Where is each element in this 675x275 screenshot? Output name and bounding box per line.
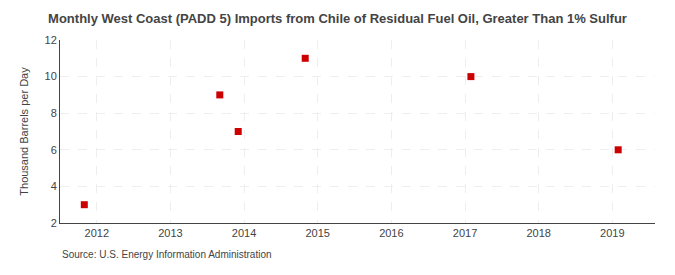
svg-text:2015: 2015 <box>305 227 329 239</box>
svg-text:6: 6 <box>51 144 57 156</box>
svg-text:2019: 2019 <box>600 227 624 239</box>
svg-text:2: 2 <box>51 217 57 229</box>
svg-text:Thousand Barrels per Day: Thousand Barrels per Day <box>18 67 30 196</box>
svg-text:8: 8 <box>51 107 57 119</box>
svg-text:10: 10 <box>45 70 57 82</box>
svg-text:4: 4 <box>51 180 57 192</box>
svg-text:2014: 2014 <box>232 227 256 239</box>
svg-text:12: 12 <box>45 34 57 46</box>
svg-text:2013: 2013 <box>158 227 182 239</box>
svg-text:2017: 2017 <box>453 227 477 239</box>
svg-text:2018: 2018 <box>526 227 550 239</box>
svg-text:Source: U.S. Energy Informatio: Source: U.S. Energy Information Administ… <box>62 249 272 260</box>
svg-text:2012: 2012 <box>85 227 109 239</box>
svg-text:Monthly West Coast (PADD 5) Im: Monthly West Coast (PADD 5) Imports from… <box>48 11 627 26</box>
svg-text:2016: 2016 <box>379 227 403 239</box>
